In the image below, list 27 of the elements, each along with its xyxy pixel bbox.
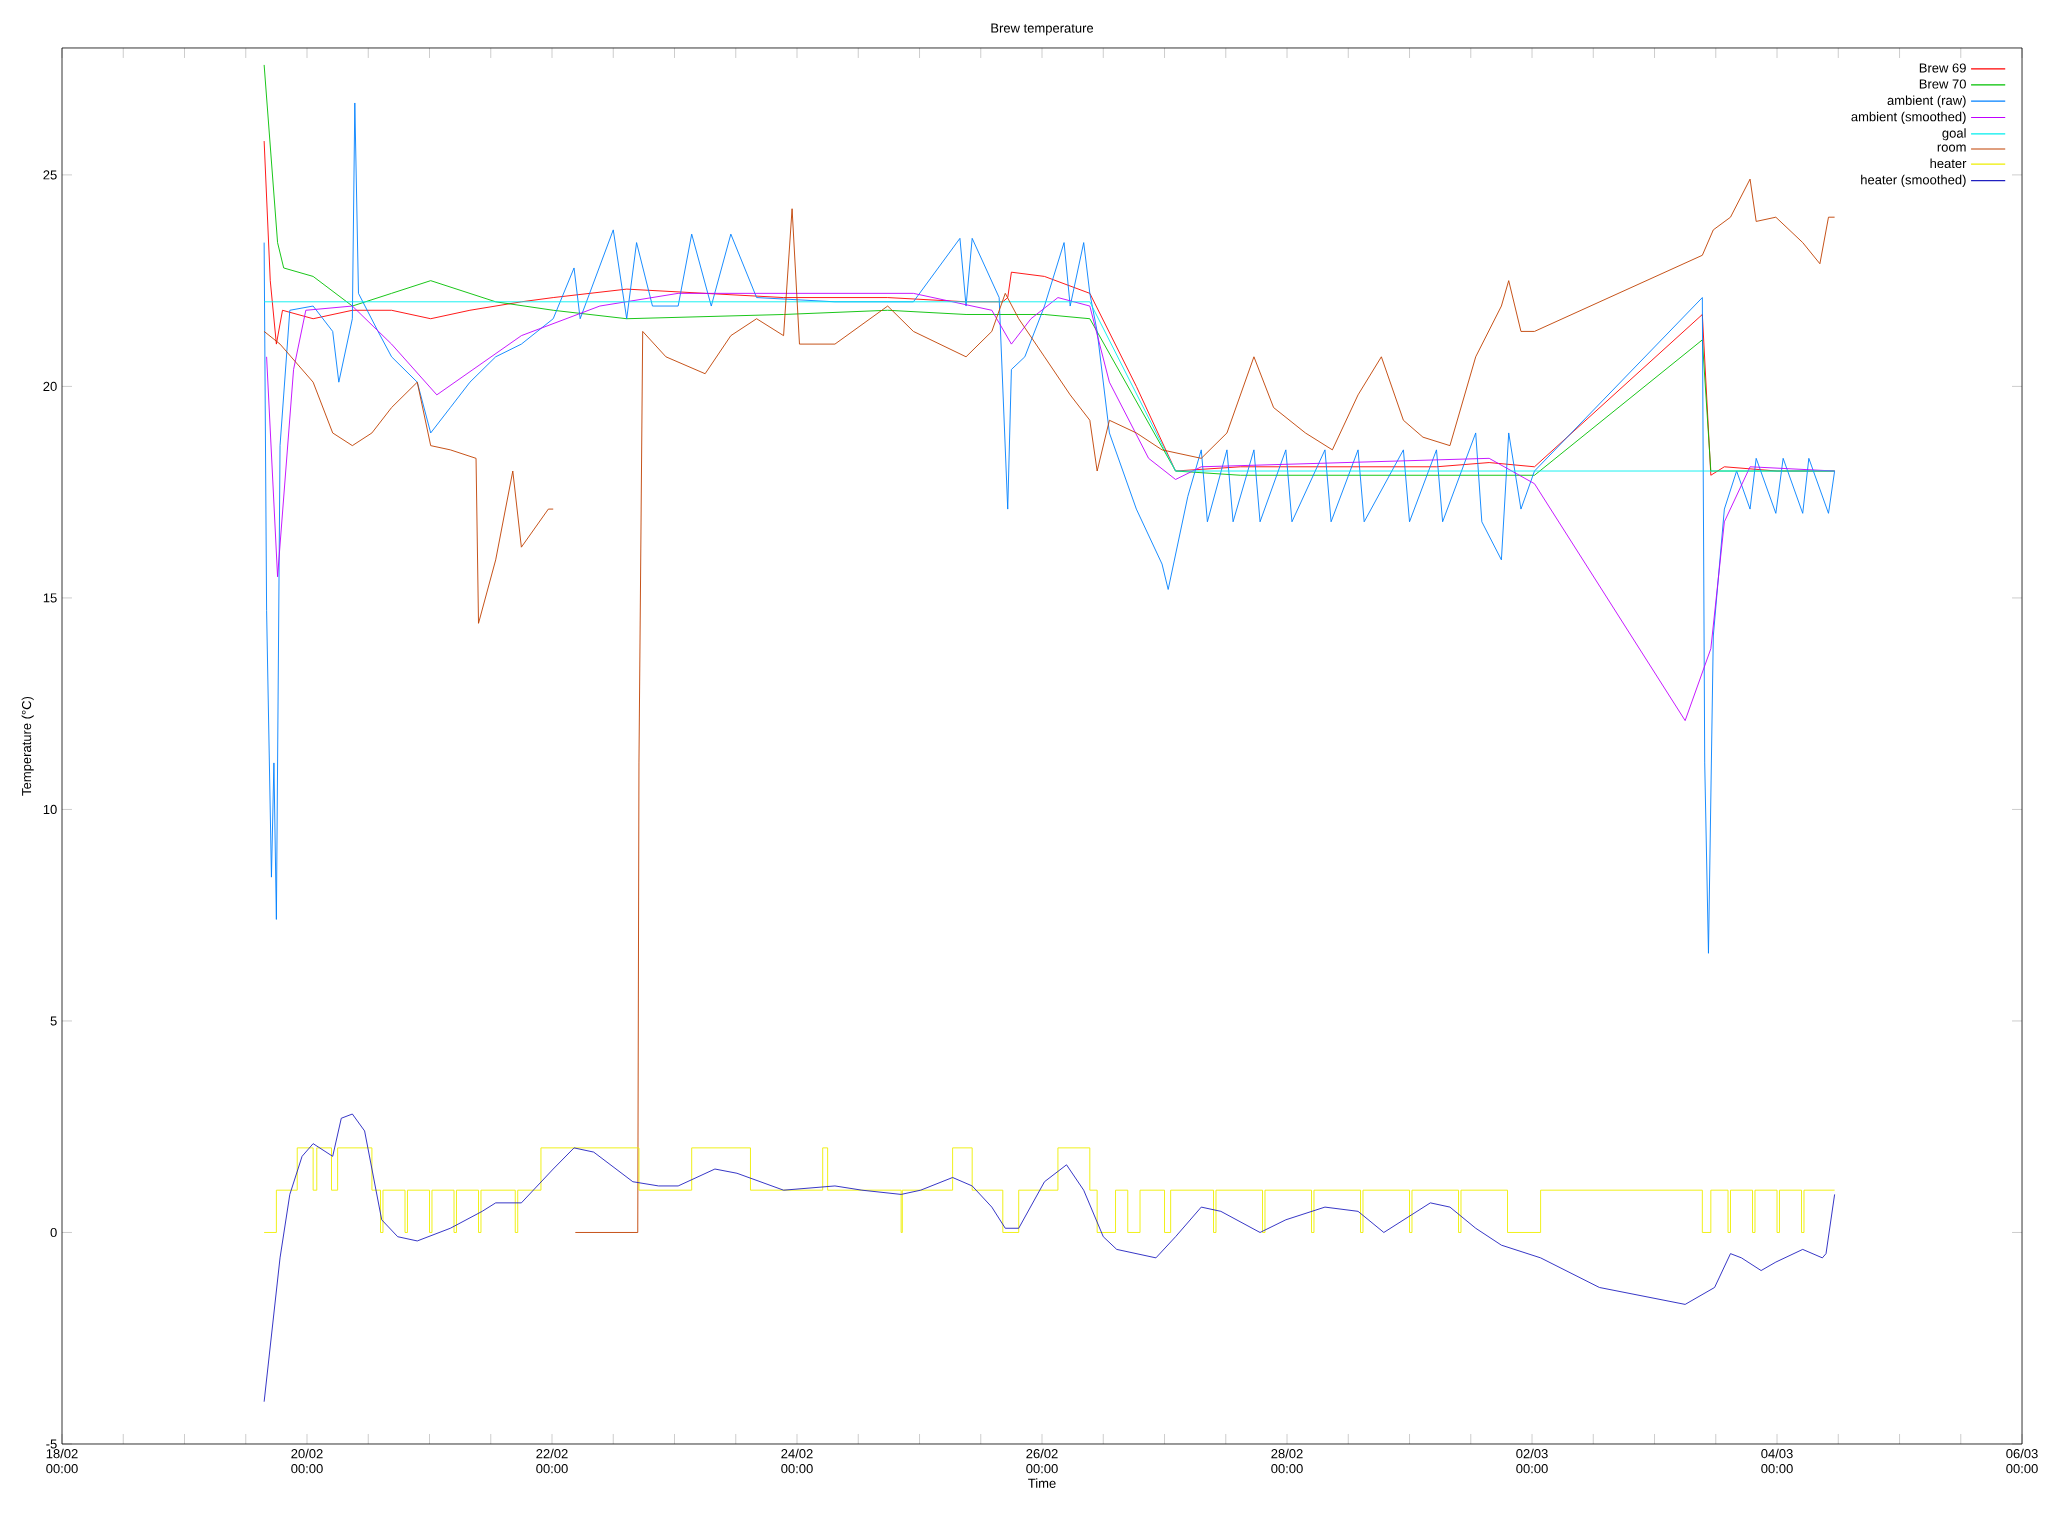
x-tick-label: 04/03 00:00 bbox=[1761, 1448, 1793, 1474]
y-tick-label: 0 bbox=[50, 1227, 57, 1238]
legend-label: Brew 70 bbox=[1919, 79, 1966, 89]
x-tick-label: 22/02 00:00 bbox=[536, 1448, 568, 1474]
y-tick-label: 10 bbox=[43, 804, 57, 815]
x-tick-label: 02/03 00:00 bbox=[1516, 1448, 1548, 1474]
y-tick-label: 15 bbox=[43, 593, 57, 603]
legend-label: heater bbox=[1930, 158, 1967, 169]
x-axis-title: Time bbox=[1028, 1478, 1056, 1488]
legend-label: ambient (raw) bbox=[1887, 95, 1966, 108]
y-tick-label: 5 bbox=[50, 1016, 57, 1026]
legend-label: heater (smoothed) bbox=[1861, 174, 1966, 187]
x-tick-label: 26/02 00:00 bbox=[1026, 1448, 1058, 1474]
legend-label: goal bbox=[1942, 128, 1966, 141]
legend-label: ambient (smoothed) bbox=[1851, 111, 1966, 124]
y-tick-label: 25 bbox=[43, 170, 57, 180]
legend-label: room bbox=[1937, 144, 1966, 152]
y-tick-label: -5 bbox=[46, 1439, 57, 1449]
chart-title: Brew temperature bbox=[991, 23, 1094, 36]
y-axis-title: Temperature (°C) bbox=[21, 696, 34, 796]
x-tick-label: 20/02 00:00 bbox=[291, 1448, 323, 1474]
x-tick-label: 28/02 00:00 bbox=[1271, 1448, 1303, 1474]
legend-label: Brew 69 bbox=[1919, 63, 1966, 73]
x-tick-label: 18/02 00:00 bbox=[46, 1448, 78, 1474]
x-tick-label: 24/02 00:00 bbox=[781, 1448, 813, 1474]
y-tick-label: 20 bbox=[43, 381, 57, 392]
x-tick-label: 06/03 00:00 bbox=[2006, 1448, 2038, 1474]
